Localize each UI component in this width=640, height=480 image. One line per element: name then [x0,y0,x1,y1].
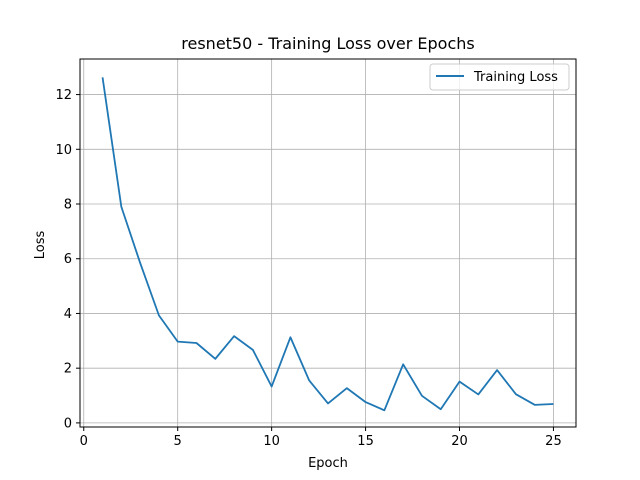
y-axis-label: Loss [33,231,48,260]
grid-lines [80,59,576,427]
legend: Training Loss [429,63,570,91]
y-tick-label: 10 [55,143,72,158]
series-layer [101,77,554,412]
legend-box [429,63,570,91]
x-tick-label: 10 [263,434,280,449]
plot-frame [79,58,577,428]
series-line-training-loss [101,77,554,412]
x-axis-label: Epoch [308,456,348,471]
x-tick-label: 5 [174,434,182,449]
x-tick-label: 0 [80,434,88,449]
y-tick-label: 2 [64,362,72,377]
y-tick-label: 12 [55,88,72,103]
x-axis-ticks: 0 5 10 15 20 25 [80,427,562,449]
y-axis-ticks: 0 2 4 6 8 10 12 [55,88,80,431]
x-tick-label: 20 [451,434,468,449]
y-tick-label: 4 [64,307,72,322]
legend-label-training-loss: Training Loss [473,70,558,85]
chart-title: resnet50 - Training Loss over Epochs [181,34,474,53]
y-tick-label: 0 [64,416,72,431]
x-tick-label: 25 [545,434,562,449]
x-tick-label: 15 [357,434,374,449]
y-tick-label: 8 [64,198,72,213]
y-tick-label: 6 [64,252,72,267]
